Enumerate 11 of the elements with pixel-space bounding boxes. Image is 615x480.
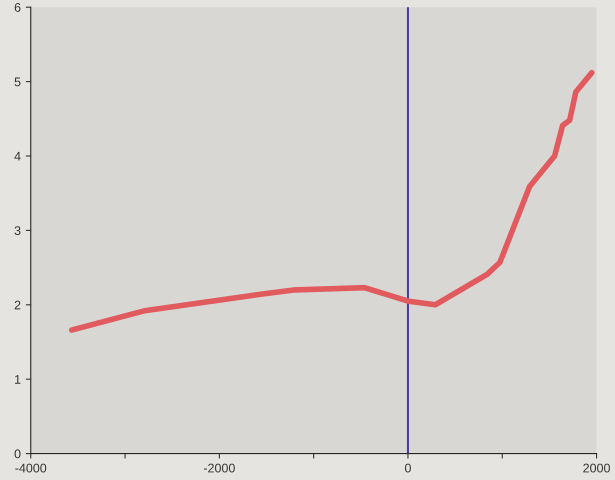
y-tick-label: 6: [14, 3, 20, 12]
x-tick-label: -2000: [204, 464, 235, 473]
y-tick-label: 2: [14, 300, 20, 310]
y-tick-label: 1: [15, 375, 20, 384]
y-tick-label: 0: [14, 449, 21, 458]
x-tick-label: 2000: [583, 464, 610, 473]
x-tick-label: -4000: [15, 464, 46, 473]
y-tick-label: 5: [14, 78, 21, 86]
y-tick-label: 3: [14, 226, 20, 236]
x-tick-label: 0: [404, 464, 411, 473]
y-tick-label: 4: [14, 152, 21, 161]
